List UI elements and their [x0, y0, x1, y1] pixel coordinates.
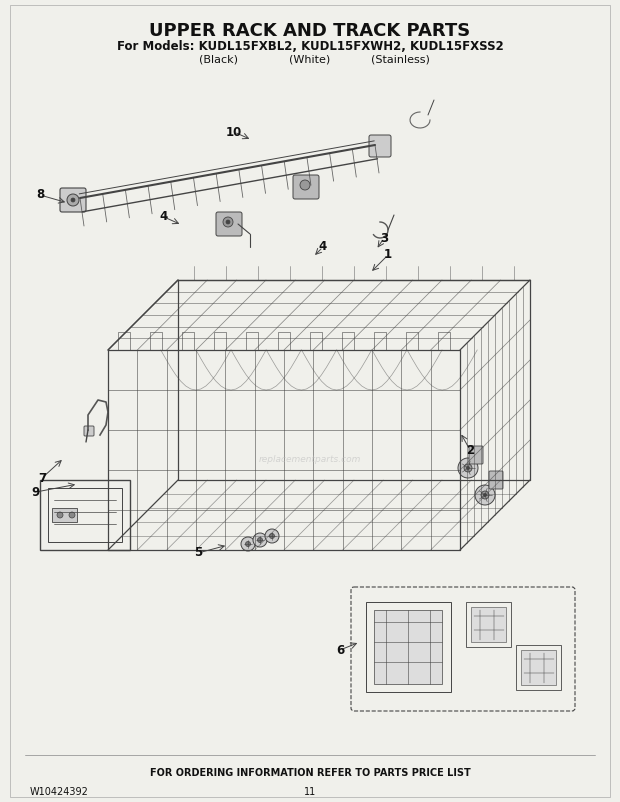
Text: (White): (White)	[290, 55, 330, 65]
FancyBboxPatch shape	[369, 135, 391, 157]
Text: (Black): (Black)	[198, 55, 237, 65]
FancyBboxPatch shape	[293, 175, 319, 199]
Circle shape	[300, 180, 310, 190]
Text: W10424392: W10424392	[30, 787, 89, 797]
Text: 2: 2	[466, 444, 474, 456]
Circle shape	[265, 529, 279, 543]
Circle shape	[270, 533, 275, 538]
Circle shape	[57, 512, 63, 518]
Circle shape	[241, 537, 255, 551]
Text: 4: 4	[319, 241, 327, 253]
Circle shape	[246, 541, 250, 546]
Text: 3: 3	[380, 232, 388, 245]
FancyBboxPatch shape	[60, 188, 86, 212]
FancyBboxPatch shape	[489, 471, 503, 489]
Circle shape	[458, 458, 478, 478]
Circle shape	[466, 467, 469, 469]
Text: 1: 1	[384, 249, 392, 261]
Text: 9: 9	[32, 485, 40, 499]
Text: (Stainless): (Stainless)	[371, 55, 430, 65]
Bar	[471, 607, 506, 642]
Circle shape	[481, 491, 489, 499]
Text: For Models: KUDL15FXBL2, KUDL15FXWH2, KUDL15FXSS2: For Models: KUDL15FXBL2, KUDL15FXWH2, KU…	[117, 40, 503, 53]
Bar	[52, 508, 77, 522]
Text: 6: 6	[336, 643, 344, 657]
Circle shape	[484, 493, 487, 496]
Text: replacementparts.com: replacementparts.com	[259, 456, 361, 464]
Bar	[466, 602, 511, 647]
Circle shape	[71, 198, 75, 202]
Circle shape	[253, 533, 267, 547]
Text: 8: 8	[36, 188, 44, 201]
Text: UPPER RACK AND TRACK PARTS: UPPER RACK AND TRACK PARTS	[149, 22, 471, 40]
Text: FOR ORDERING INFORMATION REFER TO PARTS PRICE LIST: FOR ORDERING INFORMATION REFER TO PARTS …	[149, 768, 471, 778]
FancyBboxPatch shape	[216, 212, 242, 236]
Circle shape	[226, 220, 230, 224]
Text: 11: 11	[304, 787, 316, 797]
FancyBboxPatch shape	[84, 426, 94, 436]
Bar	[48, 488, 122, 542]
Text: 5: 5	[194, 546, 202, 560]
Bar	[374, 610, 442, 684]
Text: 7: 7	[38, 472, 46, 484]
Circle shape	[475, 485, 495, 505]
Circle shape	[257, 537, 262, 542]
Text: 10: 10	[226, 125, 242, 139]
Circle shape	[464, 464, 472, 472]
Bar	[366, 602, 451, 692]
FancyBboxPatch shape	[469, 446, 483, 464]
Bar	[521, 650, 556, 685]
Circle shape	[67, 194, 79, 206]
Bar	[516, 645, 561, 690]
Circle shape	[223, 217, 233, 227]
Circle shape	[69, 512, 75, 518]
Text: 4: 4	[160, 210, 168, 224]
Bar	[40, 480, 130, 550]
